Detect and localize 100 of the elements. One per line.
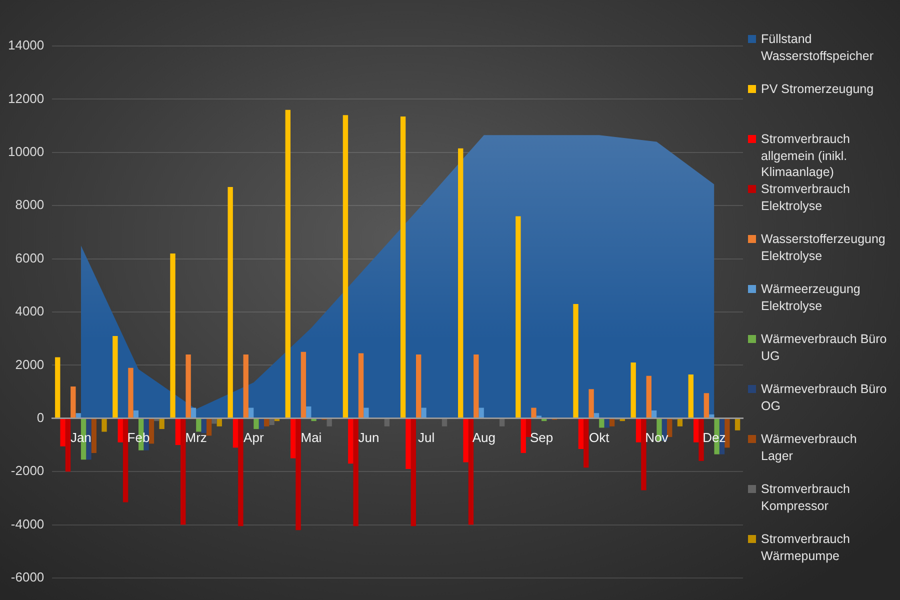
bar xyxy=(186,354,191,418)
y-tick-label: -4000 xyxy=(10,516,44,532)
y-tick-label: 10000 xyxy=(8,144,44,159)
bar xyxy=(128,368,134,418)
bar xyxy=(60,418,66,446)
bar xyxy=(55,357,60,418)
y-tick-label: 12000 xyxy=(8,90,44,106)
bar xyxy=(122,418,128,502)
bar xyxy=(520,418,526,453)
bar xyxy=(118,418,123,442)
bar xyxy=(264,418,270,426)
bar xyxy=(474,354,479,418)
bar xyxy=(604,418,610,428)
y-tick-label: 6000 xyxy=(15,250,44,266)
bar xyxy=(170,253,176,418)
bar xyxy=(724,418,730,448)
x-tick-label: Jul xyxy=(418,430,435,445)
y-tick-label: 2000 xyxy=(15,356,44,372)
bar xyxy=(421,408,426,418)
bar xyxy=(442,418,448,426)
legend-label: Wärmeverbrauch Büro UG xyxy=(761,332,887,362)
bar xyxy=(175,418,181,445)
legend-label: Wasserstofferzeugung Elektrolyse xyxy=(761,232,886,262)
bar xyxy=(468,418,474,525)
y-tick-label: -6000 xyxy=(10,570,44,585)
x-tick-label: Okt xyxy=(588,430,610,445)
bar xyxy=(667,418,672,438)
legend-label: Stromverbrauch allgemein (inikl. Klimaanlage) xyxy=(761,132,850,179)
bar xyxy=(698,418,704,461)
y-tick-label: 14000 xyxy=(8,38,44,53)
bar xyxy=(677,418,683,426)
bar xyxy=(348,418,354,464)
bar xyxy=(584,418,589,468)
x-tick-label: Sep xyxy=(530,430,554,445)
bar xyxy=(609,418,615,426)
bar xyxy=(342,115,348,418)
bar xyxy=(216,418,222,426)
bar xyxy=(258,418,264,430)
bar xyxy=(384,418,390,426)
bar xyxy=(180,418,186,525)
bar xyxy=(254,418,259,430)
bar xyxy=(238,418,244,526)
bar xyxy=(212,418,217,424)
bar xyxy=(358,353,364,418)
bar xyxy=(206,418,212,436)
bar xyxy=(228,186,233,418)
bar xyxy=(734,418,740,430)
bar xyxy=(248,408,254,418)
bar xyxy=(76,413,81,418)
bar xyxy=(704,393,710,418)
y-tick-label: 0 xyxy=(36,410,44,425)
bar xyxy=(651,410,657,418)
bar xyxy=(148,418,154,444)
bar xyxy=(458,148,464,418)
bar xyxy=(573,304,578,418)
y-tick-label: 8000 xyxy=(15,197,44,212)
bar xyxy=(526,418,532,438)
bar xyxy=(201,418,206,434)
bar xyxy=(353,418,358,526)
bar xyxy=(463,418,468,462)
bar xyxy=(416,354,422,418)
bar xyxy=(300,352,306,418)
bar xyxy=(196,418,202,432)
bar xyxy=(285,110,290,418)
bar xyxy=(478,408,484,418)
bar xyxy=(269,418,274,426)
bar xyxy=(296,418,301,530)
bar xyxy=(588,389,594,418)
legend-label: Wärmeverbrauch Lager xyxy=(761,432,857,462)
bar xyxy=(578,418,584,449)
bar xyxy=(599,418,604,428)
bar xyxy=(594,413,600,418)
bar xyxy=(531,408,536,418)
x-tick-label: Mai xyxy=(300,430,322,445)
bar xyxy=(641,418,646,490)
bar xyxy=(410,418,416,526)
bar xyxy=(232,418,238,448)
bar xyxy=(306,406,312,418)
bar xyxy=(499,418,505,426)
bar xyxy=(243,354,248,418)
x-tick-label: Apr xyxy=(244,430,264,445)
bar xyxy=(646,376,652,418)
bar xyxy=(290,418,296,458)
x-tick-label: Mrz xyxy=(185,430,207,445)
y-tick-label: -2000 xyxy=(10,463,44,478)
bar xyxy=(133,410,139,418)
bar xyxy=(112,336,118,418)
bar xyxy=(65,418,71,472)
x-tick-label: Jun xyxy=(358,430,380,445)
legend-label: Stromverbrauch Kompressor xyxy=(761,482,850,512)
bar xyxy=(688,374,694,418)
legend-label: Wärmeerzeugung Elektrolyse xyxy=(761,282,860,312)
legend-label: Stromverbrauch Elektrolyse xyxy=(761,182,850,212)
bar xyxy=(70,386,76,418)
bar xyxy=(406,418,411,469)
bar xyxy=(102,418,107,432)
legend-label: Füllstand Wasserstoffspeicher xyxy=(761,32,874,62)
bar xyxy=(364,408,369,418)
bar xyxy=(159,418,164,430)
bar xyxy=(91,418,96,453)
